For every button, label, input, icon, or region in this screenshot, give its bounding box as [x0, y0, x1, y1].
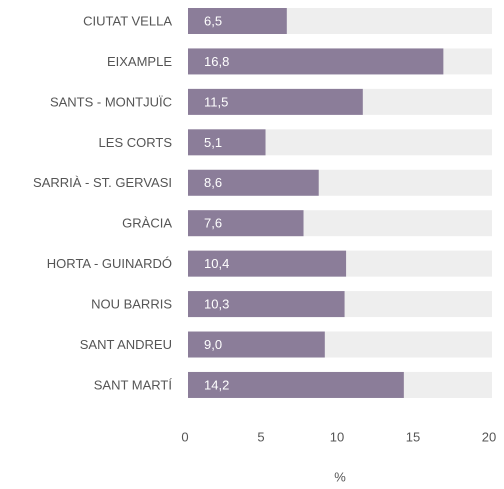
x-tick-label: 10: [330, 429, 344, 444]
x-tick-label: 20: [482, 429, 496, 444]
bar: [188, 88, 363, 115]
x-tick-label: 5: [257, 429, 264, 444]
bar: [188, 169, 319, 196]
bar: [188, 331, 325, 358]
bar: [188, 250, 347, 277]
bar-value-label: 11,5: [204, 94, 228, 109]
y-tick-label: SANT MARTÍ: [94, 377, 173, 392]
bar: [188, 129, 266, 156]
bar: [188, 371, 404, 398]
bar-value-label: 10,4: [204, 256, 229, 271]
y-tick-label: HORTA - GUINARDÓ: [47, 256, 172, 271]
bar-value-label: 8,6: [204, 175, 222, 190]
y-tick-label: SARRIÀ - ST. GERVASI: [33, 175, 172, 190]
x-axis-label: %: [334, 469, 346, 484]
bar-value-label: 6,5: [204, 13, 222, 28]
bar-value-label: 7,6: [204, 216, 222, 231]
bar-value-label: 16,8: [204, 54, 229, 69]
y-tick-label: GRÀCIA: [122, 216, 172, 231]
bar-value-label: 5,1: [204, 135, 222, 150]
bar-value-label: 9,0: [204, 337, 222, 352]
bar: [188, 8, 287, 34]
y-tick-label: SANTS - MONTJUÏC: [50, 94, 172, 109]
y-tick-label: NOU BARRIS: [91, 297, 172, 312]
bar: [188, 291, 345, 318]
bar-value-label: 14,2: [204, 377, 229, 392]
y-tick-label: EIXAMPLE: [107, 54, 172, 69]
x-tick-label: 15: [406, 429, 420, 444]
bar: [188, 48, 444, 75]
y-tick-label: CIUTAT VELLA: [83, 13, 172, 28]
bar: [188, 210, 304, 237]
y-tick-label: SANT ANDREU: [80, 337, 172, 352]
bar-value-label: 10,3: [204, 297, 229, 312]
x-tick-label: 0: [181, 429, 188, 444]
y-tick-label: LES CORTS: [99, 135, 173, 150]
